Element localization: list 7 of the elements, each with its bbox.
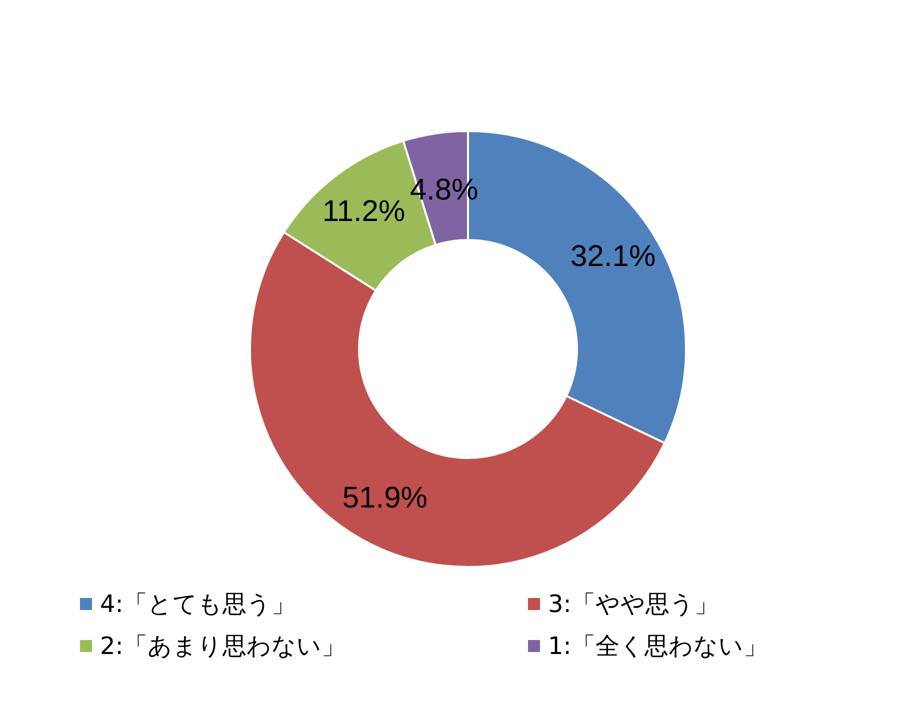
data-label: 32.1% <box>570 240 656 273</box>
legend-label: 1:「全く思わない」 <box>548 631 768 662</box>
legend-label: 3:「やや思う」 <box>548 589 718 620</box>
data-label: 51.9% <box>342 481 428 514</box>
data-label: 11.2% <box>322 195 406 228</box>
legend-label: 4:「とても思う」 <box>100 589 296 620</box>
legend-label: 2:「あまり思わない」 <box>100 631 346 662</box>
